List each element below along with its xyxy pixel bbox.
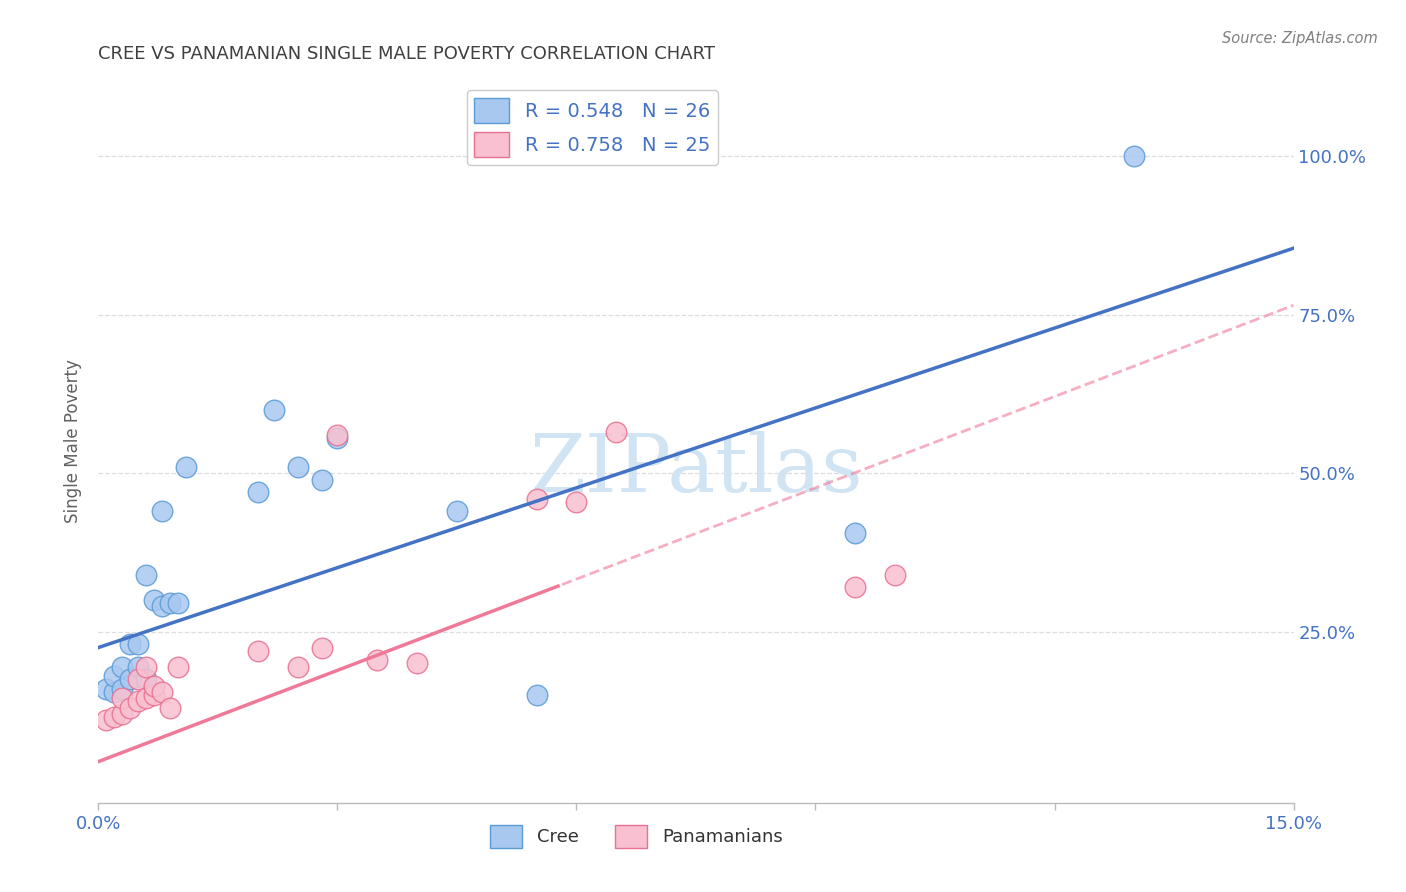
Point xyxy=(246,643,269,657)
Point xyxy=(159,596,181,610)
Point xyxy=(103,669,125,683)
Point xyxy=(1123,149,1146,163)
Point xyxy=(120,700,142,714)
Point xyxy=(111,681,134,696)
Point xyxy=(120,672,142,686)
Point xyxy=(287,459,309,474)
Point xyxy=(111,707,134,722)
Point xyxy=(120,637,142,651)
Point xyxy=(150,504,173,518)
Text: ZIPatlas: ZIPatlas xyxy=(529,432,863,509)
Text: CREE VS PANAMANIAN SINGLE MALE POVERTY CORRELATION CHART: CREE VS PANAMANIAN SINGLE MALE POVERTY C… xyxy=(98,45,716,63)
Point xyxy=(287,659,309,673)
Point xyxy=(150,685,173,699)
Point xyxy=(526,491,548,506)
Point xyxy=(446,504,468,518)
Point xyxy=(111,691,134,706)
Point xyxy=(96,714,118,728)
Point xyxy=(326,428,349,442)
Point xyxy=(143,679,166,693)
Point xyxy=(103,710,125,724)
Point xyxy=(143,688,166,702)
Point xyxy=(127,659,149,673)
Point xyxy=(406,657,429,671)
Point xyxy=(135,567,157,582)
Point xyxy=(135,691,157,706)
Point xyxy=(311,640,333,655)
Point xyxy=(150,599,173,614)
Point xyxy=(103,685,125,699)
Point xyxy=(565,494,588,508)
Point xyxy=(167,659,190,673)
Point xyxy=(159,700,181,714)
Point xyxy=(844,580,866,594)
Point xyxy=(844,526,866,541)
Point xyxy=(143,593,166,607)
Text: Source: ZipAtlas.com: Source: ZipAtlas.com xyxy=(1222,31,1378,46)
Point xyxy=(127,694,149,708)
Point xyxy=(111,659,134,673)
Point xyxy=(167,596,190,610)
Point xyxy=(246,485,269,500)
Point xyxy=(127,672,149,686)
Point xyxy=(366,653,388,667)
Point xyxy=(526,688,548,702)
Point xyxy=(135,659,157,673)
Point xyxy=(135,672,157,686)
Point xyxy=(326,431,349,445)
Legend: Cree, Panamanians: Cree, Panamanians xyxy=(482,818,790,855)
Point xyxy=(884,567,907,582)
Point xyxy=(96,681,118,696)
Y-axis label: Single Male Poverty: Single Male Poverty xyxy=(65,359,83,524)
Point xyxy=(605,425,627,439)
Point xyxy=(127,637,149,651)
Point xyxy=(311,473,333,487)
Point xyxy=(263,402,285,417)
Point xyxy=(174,459,197,474)
